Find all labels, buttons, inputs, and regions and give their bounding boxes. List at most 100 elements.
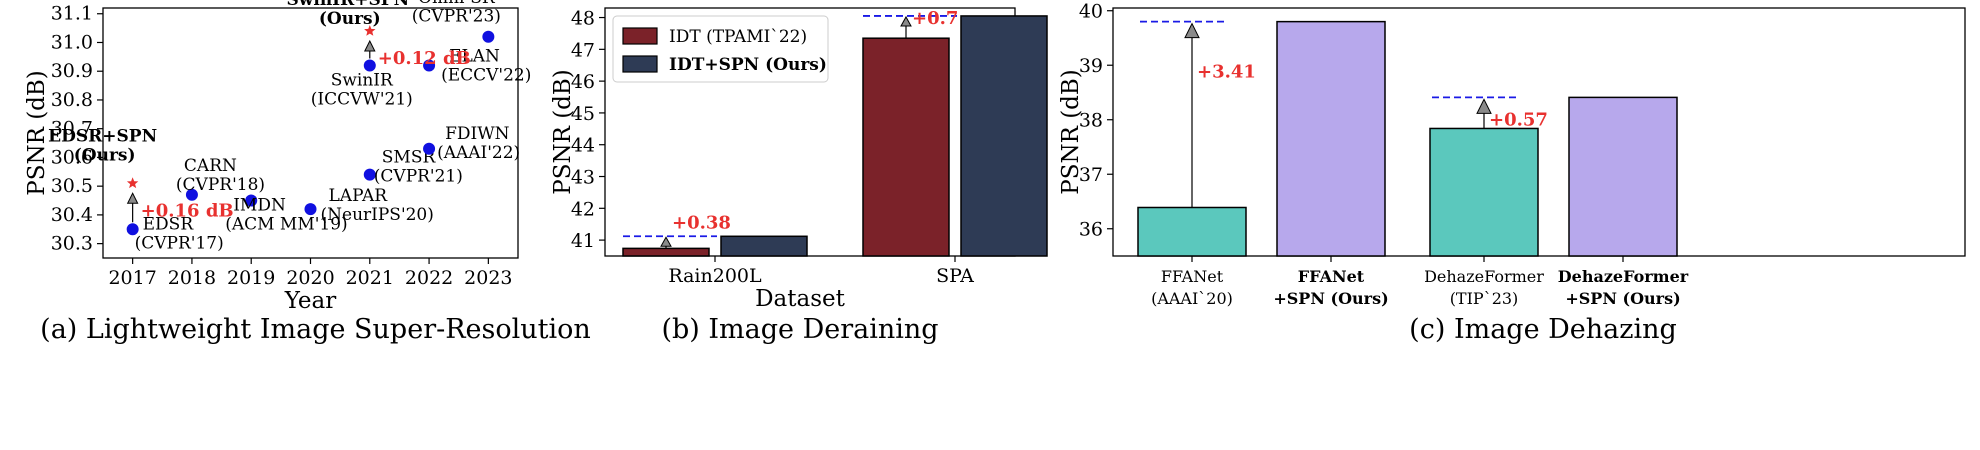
y-tick-label-c: 40 bbox=[1079, 1, 1103, 23]
y-tick-label-a: 30.8 bbox=[51, 89, 93, 111]
y-tick-label-a: 30.5 bbox=[51, 175, 93, 197]
gain-arrow-head bbox=[1184, 22, 1200, 39]
y-tick-label-b: 45 bbox=[571, 103, 595, 125]
x-tick-label-c: FFANet bbox=[1298, 267, 1365, 286]
point-label: SMSR bbox=[382, 148, 437, 168]
caption-a: (a) Lightweight Image Super-Resolution bbox=[40, 314, 591, 345]
point-venue-label: (ICCVW'21) bbox=[311, 89, 413, 109]
x-tick-label-a: 2023 bbox=[464, 267, 512, 289]
y-axis-title-b: PSNR (dB) bbox=[550, 69, 576, 195]
point-venue-label: (CVPR'23) bbox=[412, 7, 501, 27]
legend-swatch bbox=[622, 27, 658, 45]
x-axis-title-a: Year bbox=[284, 288, 337, 314]
gain-label: +0.38 bbox=[672, 212, 731, 233]
y-tick-label-c: 39 bbox=[1079, 55, 1103, 77]
data-point-lapar bbox=[304, 203, 317, 216]
data-point-fdiwn bbox=[423, 142, 436, 155]
ours-sub-label: (Ours) bbox=[74, 145, 136, 165]
y-tick-label-b: 46 bbox=[571, 71, 595, 93]
x-tick-label-c-line2: (AAAI`20) bbox=[1151, 289, 1233, 308]
y-tick-label-b: 41 bbox=[571, 230, 595, 252]
legend-entry: IDT (TPAMI`22) bbox=[669, 27, 807, 47]
point-venue-label: (ECCV'22) bbox=[441, 65, 531, 85]
caption-c: (c) Image Dehazing bbox=[1409, 314, 1677, 345]
ours-label: SwinIR+SPN bbox=[286, 0, 409, 10]
ours-sub-label: (Ours) bbox=[319, 9, 381, 29]
y-tick-label-a: 31.1 bbox=[51, 3, 93, 25]
point-label: EDSR bbox=[143, 214, 195, 234]
panel-a: 30.3 30.4 30.5 30.6 30.7 30.8 30.9 31.0 31.1 2017… bbox=[24, 0, 591, 345]
x-axis-title-b: Dataset bbox=[755, 286, 846, 312]
caption-b: (b) Image Deraining bbox=[661, 314, 938, 345]
legend-b: IDT (TPAMI`22) IDT+SPN (Ours) bbox=[612, 15, 829, 83]
y-tick-label-b: 47 bbox=[571, 39, 595, 61]
x-tick-label-a: 2018 bbox=[168, 267, 216, 289]
x-tick-label-a: 2022 bbox=[405, 267, 453, 289]
y-tick-label-a: 30.4 bbox=[51, 204, 93, 226]
x-tick-label-a: 2021 bbox=[346, 267, 394, 289]
x-tick-label-c-line2: +SPN (Ours) bbox=[1565, 289, 1680, 308]
y-tick-label-c: 36 bbox=[1079, 219, 1103, 241]
bar-c bbox=[1137, 206, 1247, 257]
x-tick-label-b: SPA bbox=[936, 265, 974, 287]
x-tick-label-a: 2019 bbox=[227, 267, 275, 289]
point-venue-label: (CVPR'17) bbox=[135, 233, 224, 253]
ours-star-marker bbox=[126, 177, 139, 189]
y-tick-label-c: 38 bbox=[1079, 110, 1103, 132]
point-label: ELAN bbox=[449, 46, 500, 66]
gain-arrow-head bbox=[126, 192, 139, 204]
y-tick-label-a: 31.0 bbox=[51, 31, 93, 53]
bar-c bbox=[1276, 20, 1386, 257]
y-tick-label-b: 44 bbox=[571, 135, 595, 157]
gain-arrow-head bbox=[900, 15, 912, 27]
point-label: LAPAR bbox=[329, 186, 389, 206]
x-tick-label-c: DehazeFormer bbox=[1424, 267, 1544, 286]
data-point-smsr bbox=[363, 168, 376, 181]
y-tick-label-b: 48 bbox=[571, 8, 595, 30]
bar-c bbox=[1568, 96, 1678, 257]
gain-label: +0.12 dB bbox=[378, 48, 471, 69]
data-point-imdn bbox=[245, 194, 258, 207]
y-axis-title-c: PSNR (dB) bbox=[1058, 69, 1084, 195]
y-tick-label-c: 37 bbox=[1079, 164, 1103, 186]
ours-label: EDSR+SPN bbox=[48, 126, 157, 146]
point-venue-label: (CVPR'21) bbox=[374, 167, 463, 187]
y-tick-label-b: 43 bbox=[571, 167, 595, 189]
point-venue-label: (ACM MM'19) bbox=[225, 215, 347, 235]
legend-box bbox=[612, 15, 829, 83]
x-tick-label-a: 2017 bbox=[108, 267, 156, 289]
x-tick-label-b: Rain200L bbox=[668, 265, 762, 287]
legend-entry: IDT+SPN (Ours) bbox=[669, 55, 827, 75]
gain-label: +0.57 bbox=[1489, 109, 1548, 130]
y-axis-title-a: PSNR (dB) bbox=[24, 70, 50, 196]
panel-c: 36 37 38 39 40 PSNR (dB) (c) Image Dehazing FFA… bbox=[1058, 1, 1966, 345]
legend-swatch bbox=[622, 55, 658, 73]
gain-arrow-head bbox=[660, 236, 672, 247]
point-label: FDIWN bbox=[445, 124, 510, 144]
bar-idt-spn bbox=[720, 235, 808, 257]
x-tick-label-c: DehazeFormer bbox=[1558, 267, 1689, 286]
point-venue-label: (AAAI'22) bbox=[437, 143, 520, 163]
point-label: SwinIR bbox=[331, 70, 394, 90]
y-tick-label-a: 30.7 bbox=[51, 118, 93, 140]
bar-idt-spn bbox=[960, 15, 1048, 257]
y-tick-label-a: 30.9 bbox=[51, 60, 93, 82]
plot-frame-c bbox=[1112, 7, 1966, 257]
gain-label: +0.7 bbox=[912, 8, 958, 29]
x-tick-label-c-line2: +SPN (Ours) bbox=[1273, 289, 1388, 308]
y-tick-label-a: 30.3 bbox=[51, 233, 93, 255]
data-point-omni-sr bbox=[482, 30, 495, 43]
point-label: Omni-SR bbox=[418, 0, 496, 8]
y-tick-label-a: 30.6 bbox=[51, 146, 93, 168]
y-tick-label-b: 42 bbox=[571, 198, 595, 220]
x-tick-label-a: 2020 bbox=[286, 267, 334, 289]
data-point-elan bbox=[423, 59, 436, 72]
point-venue-label: (NeurIPS'20) bbox=[321, 205, 434, 225]
x-tick-label-c-line2: (TIP`23) bbox=[1450, 289, 1519, 308]
point-label: CARN bbox=[184, 156, 237, 176]
data-point-swinir bbox=[363, 59, 376, 72]
gain-label: +3.41 bbox=[1197, 62, 1256, 83]
ours-star-marker bbox=[364, 25, 376, 36]
bar-idt bbox=[862, 37, 950, 257]
